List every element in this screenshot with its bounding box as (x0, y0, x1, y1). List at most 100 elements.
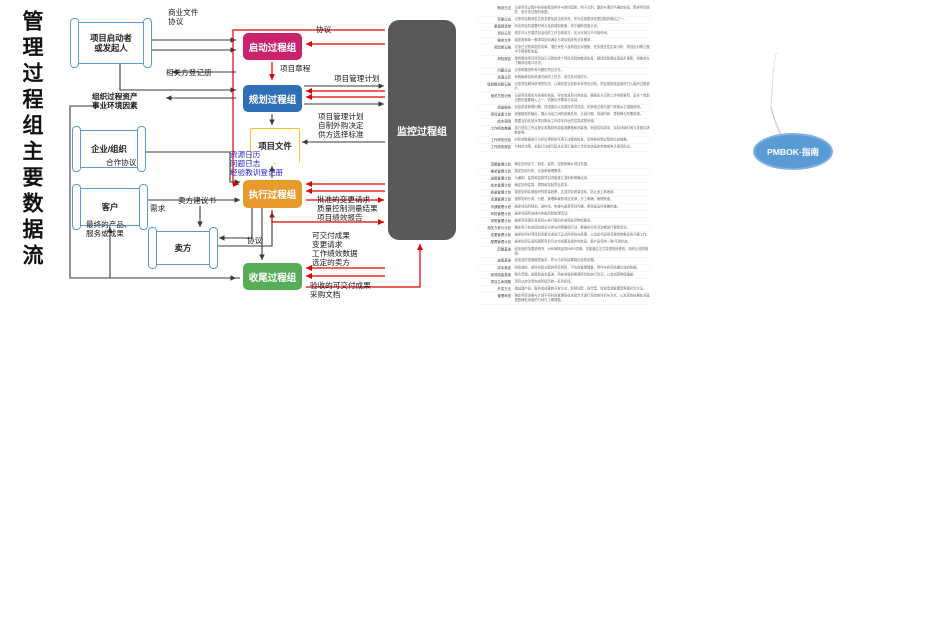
glossary-row: 采购管理计划 描述项目团队将如何从执行组织外部获取货物和服务。 (478, 218, 650, 226)
flow-label: 可交付成果 变更请求 工作绩效数据 选定的卖方 (312, 231, 358, 268)
flow-label: 项目章程 (280, 64, 311, 73)
dataflow-diagram: 管理过程组主要数据流 (0, 0, 475, 340)
glossary-definition: 记录和跟进所有问题的项目文件。 (514, 68, 564, 73)
glossary-definition: 执行项目工作过程中收集到的原始观察值和测量值，例如实际成本、实际持续时间与变更请… (514, 126, 650, 135)
flow-label: 协议 (247, 236, 263, 245)
glossary-term: 风险登记册 (494, 46, 511, 50)
glossary-term: 变更管理计划 (490, 233, 511, 238)
glossary-term: 需求文件 (497, 39, 511, 43)
glossary-row: 范围管理计划 确定如何定义、制定、监督、控制和确认项目范围。 (478, 161, 650, 169)
glossary-definition: 确定项目进展与计划不符时由管理层在关键节点进行审查的时机与方式，以及审查结果在关… (514, 294, 650, 303)
glossary-term: 资源日历 (497, 76, 511, 80)
glossary-term: 范围管理计划 (490, 162, 511, 167)
glossary-term: 项目生命周期 (490, 280, 511, 284)
mindmap-curves-layer (770, 52, 792, 151)
glossary-row: 成本预测 根据当前绩效对项目剩余工作成本作出的估算或预测值。 (478, 119, 650, 126)
glossary-row: 质量报告 包括质量管理问题、改进建议以及整改情况总结，供其他过程与部门采取纠正措施… (478, 104, 650, 112)
glossary-term: 采购管理计划 (490, 219, 511, 223)
process-group-box-planning: 规划过程组 (243, 85, 302, 112)
glossary-row: 沟通管理计划 描述将如何规划、结构化、实施与监督项目沟通，使信息及时准确传递。 (478, 204, 650, 211)
glossary-definition: 标明每种具体资源可用的工作日、班次及可用时长。 (514, 75, 591, 80)
glossary-row: 开发方法 指创建产品、服务或成果的开发方法，如预测型、迭代型、增量型或敏捷型等模式… (478, 286, 650, 294)
glossary-definition: 记录项目期间发生的变更及其当前状态，作为实施整体变更控制的输出之一。 (514, 17, 627, 21)
glossary-row: 工作绩效信息 对绩效数据进行分析后得到的可用于决策的信息，反映各控制过程的比较结果… (478, 137, 650, 145)
glossary-definition: 描述如何记录和更新项目可交付成果及组件的信息，使产品保持一致/可用状态。 (514, 240, 631, 244)
glossary-section-2: 范围管理计划 确定如何定义、制定、监督、控制和确认项目范围。 需求管理计划 描述如何分… (478, 161, 650, 305)
process-group-box-closing: 收尾过程组 (243, 263, 302, 290)
glossary-row: 进度基准 经批准的进度模型版本，作为与实际结果相比较的依据。 (478, 258, 650, 265)
flow-label: 验收的可交付成果 采购文档 (310, 281, 371, 300)
glossary-definition: 经批准的进度模型版本，作为与实际结果相比较的依据。 (514, 258, 597, 263)
process-group-box-monitoring: 监控过程组 (388, 20, 456, 240)
glossary-term: 工作绩效信息 (490, 138, 511, 143)
glossary-row: 风险管理计划 描述将如何安排与实施风险管理活动。 (478, 211, 650, 218)
flow-label: 需求 (150, 204, 166, 213)
glossary-term: 开发方法 (497, 287, 511, 292)
glossary-term: 项目日历 (497, 32, 511, 36)
glossary-term: 项目进度计划 (490, 113, 511, 117)
glossary-row: 项目日历 规定可以开展项目活动的工作日和班次，区分可用与不可用时间。 (478, 31, 650, 38)
mindmap-center-node: PMBOK·指南 (753, 133, 833, 170)
glossary-term: 经验教训登记册 (487, 83, 511, 87)
glossary-term: 问题日志 (497, 69, 511, 73)
leaf-curve (770, 52, 778, 108)
glossary-definition: 记录项目过程中的全部假设条件与制约因素，用于识别、跟踪与澄清不确定信息，贯穿项目… (514, 6, 650, 14)
diagram-title-vertical: 管理过程组主要数据流 (20, 10, 43, 270)
glossary-definition: 记录项目相关方的身份信息、评估信息和分类信息，随相关方识别工作持续更新，是多个规… (514, 94, 650, 103)
glossary-term: 工作绩效数据 (490, 127, 511, 131)
glossary-row: 工作绩效数据 执行项目工作过程中收集到的原始观察值和测量值，例如实际成本、实际持续… (478, 126, 650, 138)
flow-label: 协议 (316, 25, 332, 34)
glossary-term: 成本基准 (497, 266, 511, 270)
glossary-term: 相关方参与计划 (487, 226, 511, 231)
glossary-rows: 假设日志 记录项目过程中的全部假设条件与制约因素，用于识别、跟踪与澄清不确定信息，… (478, 5, 650, 305)
dataflow-arrows-layer (69, 29, 423, 288)
glossary-definition: 确定如何估算、预算和控制项目成本。 (514, 183, 571, 188)
flow-label: 商业文件 协议 (168, 8, 199, 27)
glossary-definition: 描述将如何安排与实施风险管理活动。 (514, 211, 571, 216)
flow-label: 资源日历 问题日志 经验教训登记册 (230, 150, 284, 178)
glossary-term: 需求管理计划 (490, 169, 511, 174)
glossary-definition: 描述将如何规划、结构化、实施与监督项目沟通，使信息及时准确传递。 (514, 204, 621, 209)
glossary-row: 范围基准 经批准的范围说明书、WBS和相应的WBS词典，仅能通过正式变更程序修改，… (478, 246, 650, 258)
glossary-term: 沟通管理计划 (490, 205, 511, 209)
glossary-definition: 列出项目的重要时间点及其强制程度，用于编制进度计划。 (514, 24, 601, 28)
glossary-definition: 为制定决策、采取行动或引起关注而汇编的工作绩效信息的实物或电子表现形式。 (514, 145, 634, 149)
flow-label: 项目管理计划 (334, 74, 380, 83)
glossary-definition: 描述如何对项目的变更请求进行正式的审批与处理，以及如何运用变更控制委员会开展工作… (514, 233, 650, 237)
glossary-row: 资源日历 标明每种具体资源可用的工作日、班次及可用时长。 (478, 75, 650, 82)
process-group-box-executing: 执行过程组 (243, 180, 302, 208)
glossary-row: 需求管理计划 描述如何分析、记录和管理需求。 (478, 168, 650, 176)
red-arrows (232, 29, 423, 288)
glossary-term: 假设日志 (497, 6, 511, 11)
glossary-definition: 经批准的、按时间段分配的项目预算，不包含管理储备，用作与实际结果比较的依据。 (514, 265, 640, 270)
glossary-row: 成本管理计划 确定如何估算、预算和控制项目成本。 (478, 183, 650, 190)
glossary-definition: 指创建产品、服务或成果的开发方法，如预测型、迭代型、增量型或敏捷型等模式化方法。 (514, 287, 647, 291)
glossary-row: 变更管理计划 描述如何对项目的变更请求进行正式的审批与处理，以及如何运用变更控制委… (478, 232, 650, 240)
glossary-row: 相关方登记册 记录项目相关方的身份信息、评估信息和分类信息，随相关方识别工作持续更… (478, 93, 650, 105)
glossary-definition: 描述各种单一需求将如何满足与项目相关的业务需求。 (514, 38, 594, 43)
external-entity-scroll: 客户 (72, 184, 148, 230)
glossary-definition: 提供整体项目风险及已识别的单个项目风险的概述信息，随风险管理过程逐步更新，供相关… (514, 57, 650, 66)
external-entity-scroll: 项目启动者 或发起人 (70, 18, 152, 68)
glossary-row: 配置管理计划 描述如何记录和更新项目可交付成果及组件的信息，使产品保持一致/可用状… (478, 239, 650, 247)
glossary-row: 进度管理计划 为编制、监督和控制项目进度建立准则和明确活动。 (478, 175, 650, 183)
flow-label: 项目管理计划 自制外购决定 供方选择标准 (318, 112, 364, 140)
glossary-term: 成本预测 (497, 120, 511, 124)
glossary-term: 绩效测量基准 (490, 273, 511, 277)
glossary-definition: 描述如何实施组织的质量政策，达成项目质量目标，防止返工和浪费。 (514, 190, 617, 195)
glossary-term: 管理审查 (497, 294, 511, 299)
glossary-document: 假设日志 记录项目过程中的全部假设条件与制约因素，用于识别、跟踪与澄清不确定信息，… (478, 5, 650, 337)
glossary-term: 相关方登记册 (490, 94, 511, 99)
glossary-row: 项目进度计划 进度模型的输出，展示活动之间的依赖关系、计划日期、持续时间、里程碑与… (478, 112, 650, 119)
glossary-definition: 描述项目团队将如何从执行组织外部获取货物和服务。 (514, 218, 594, 223)
flow-label: 最终的产品、 服务或成果 (86, 220, 132, 239)
glossary-term: 质量管理计划 (490, 191, 511, 195)
glossary-term: 资源管理计划 (490, 198, 511, 202)
flow-label: 组织过程资产 事业环境因素 (92, 92, 138, 111)
glossary-definition: 整合范围、进度和成本基准，用来测量和管理项目的执行情况，以及测算挣值偏差。 (514, 272, 637, 277)
glossary-term: 里程碑清单 (494, 24, 511, 29)
glossary-row: 管理审查 确定项目进展与计划不符时由管理层在关键节点进行审查的时机与方式，以及审查… (478, 293, 650, 305)
glossary-definition: 根据当前绩效对项目剩余工作成本作出的估算或预测值。 (514, 119, 597, 124)
flow-label: 合作协议 (106, 158, 137, 167)
flow-label: 相关方登记册 (166, 68, 212, 77)
